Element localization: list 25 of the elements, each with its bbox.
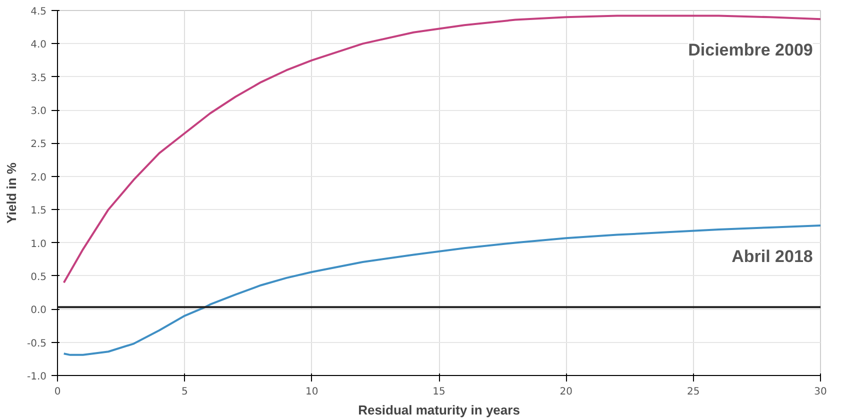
y-tick-label: 3.0 xyxy=(30,106,47,118)
y-tick-label: 2.5 xyxy=(30,139,47,150)
y-tick-label: 4.5 xyxy=(30,6,47,18)
y-tick-label: 1.5 xyxy=(30,206,47,217)
series-label: Abril 2018 xyxy=(732,247,813,266)
x-tick-label: 0 xyxy=(54,386,61,398)
y-tick-label: 4.0 xyxy=(30,40,47,51)
line-series xyxy=(62,224,820,356)
x-tick-label: 30 xyxy=(814,386,827,398)
x-tick-label: 15 xyxy=(432,386,446,398)
y-tick-label: 1.0 xyxy=(30,238,47,250)
x-axis-title: Residual maturity in years xyxy=(358,402,520,418)
x-tick-label: 25 xyxy=(686,386,700,398)
y-tick-label: -0.5 xyxy=(26,338,47,350)
y-tick-label: 2.0 xyxy=(30,172,47,184)
x-tick-label: 20 xyxy=(560,386,573,398)
x-tick-label: 10 xyxy=(305,386,318,398)
y-axis-title: Yield in % xyxy=(4,162,19,224)
y-tick-label: 3.5 xyxy=(30,72,47,84)
y-tick-label: 0.0 xyxy=(30,305,47,316)
x-tick-label: 5 xyxy=(181,386,188,398)
y-tick-label: 0.5 xyxy=(30,272,47,283)
line-series xyxy=(62,14,820,284)
series-label: Diciembre 2009 xyxy=(688,40,813,60)
y-tick-label: -1.0 xyxy=(26,372,47,382)
